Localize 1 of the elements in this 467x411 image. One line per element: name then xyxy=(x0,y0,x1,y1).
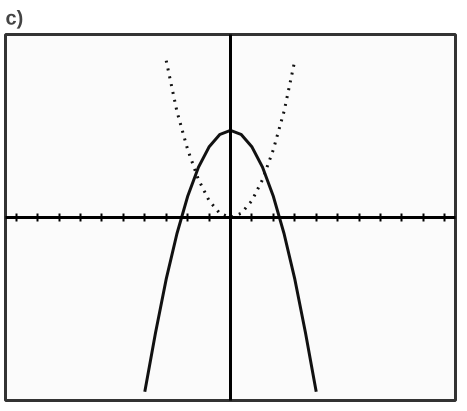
chart-title: c) xyxy=(6,8,24,30)
